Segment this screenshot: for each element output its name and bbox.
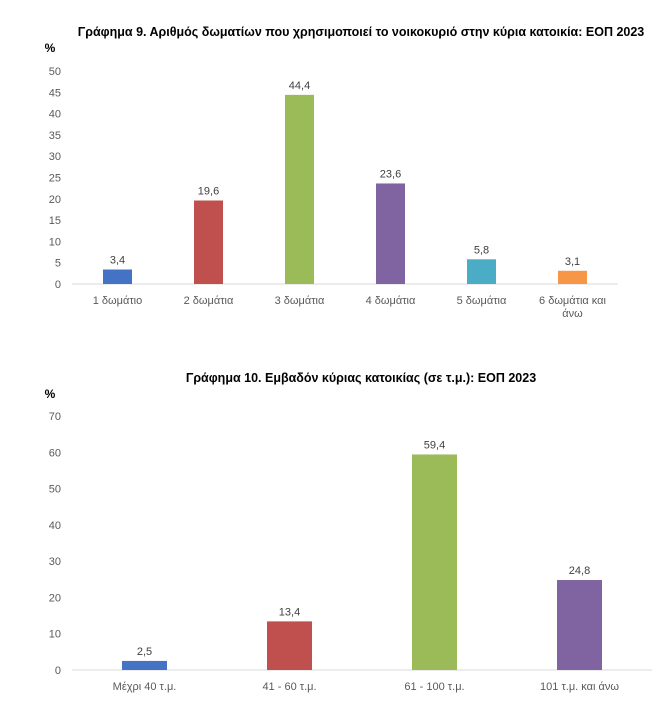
chart-0-data-label-3: 23,6 <box>380 168 401 180</box>
chart-1-bar-0 <box>122 660 167 670</box>
chart-0-ytick-5: 5 <box>55 258 61 270</box>
chart-0-bar-4 <box>467 259 496 284</box>
chart-1-data-label-2: 59,4 <box>424 439 445 451</box>
chart-0-data-label-4: 5,8 <box>474 244 489 256</box>
chart-1-ytick-30: 30 <box>49 556 61 568</box>
chart-1-bar-1 <box>267 621 312 670</box>
chart-0-ytick-35: 35 <box>49 130 61 142</box>
chart-0-data-label-5: 3,1 <box>565 256 580 268</box>
chart-0-data-label-2: 44,4 <box>289 80 310 92</box>
chart-0-bar-1 <box>194 200 223 284</box>
chart-0-bar-2 <box>285 94 314 284</box>
chart-1-ytick-70: 70 <box>49 411 61 423</box>
chart-10-title: Γράφημα 10. Εμβαδόν κύριας κατοικίας (σε… <box>186 371 536 385</box>
chart-0-category-label-5-line-0: 6 δωμάτια και <box>539 295 607 307</box>
chart-1-data-label-1: 13,4 <box>279 606 300 618</box>
chart-1-category-label-1: 41 - 60 τ.μ. <box>262 681 316 693</box>
chart-1-ytick-50: 50 <box>49 484 61 496</box>
chart-0-ytick-30: 30 <box>49 151 61 163</box>
chart-0-ytick-10: 10 <box>49 236 61 248</box>
chart-0-ytick-0: 0 <box>55 279 61 291</box>
chart-10: Γράφημα 10. Εμβαδόν κύριας κατοικίας (σε… <box>45 371 652 693</box>
chart-0-category-label-4: 5 δωμάτια <box>457 295 507 307</box>
chart-1-category-label-3: 101 τ.μ. και άνω <box>540 681 619 693</box>
chart-0-category-label-0: 1 δωμάτιο <box>93 295 143 307</box>
chart-1-bar-2 <box>412 454 457 670</box>
chart-9-title: Γράφημα 9. Αριθμός δωματίων που χρησιμοπ… <box>78 25 645 39</box>
chart-0-ytick-15: 15 <box>49 215 61 227</box>
chart-0-category-label-1: 2 δωμάτια <box>184 295 234 307</box>
chart-1-ytick-60: 60 <box>49 447 61 459</box>
chart-1-ytick-0: 0 <box>55 665 61 677</box>
chart-0-data-label-0: 3,4 <box>110 255 125 267</box>
chart-0-ytick-25: 25 <box>49 173 61 185</box>
chart-1-category-label-0: Μέχρι 40 τ.μ. <box>113 681 177 693</box>
chart-1-ytick-10: 10 <box>49 629 61 641</box>
chart-0-bar-0 <box>103 269 132 284</box>
chart-0-category-label-3: 4 δωμάτια <box>366 295 416 307</box>
chart-0-ytick-45: 45 <box>49 87 61 99</box>
chart-1-ytick-40: 40 <box>49 520 61 532</box>
chart-0-bar-3 <box>376 183 405 284</box>
chart-9: Γράφημα 9. Αριθμός δωματίων που χρησιμοπ… <box>45 25 645 320</box>
chart-10-ylabel: % <box>45 387 56 401</box>
chart-0-ytick-20: 20 <box>49 194 61 206</box>
chart-0-bar-5 <box>558 270 587 284</box>
chart-0-category-label-5-line-1: άνω <box>562 308 583 320</box>
chart-1-data-label-3: 24,8 <box>569 565 590 577</box>
chart-1-ytick-20: 20 <box>49 592 61 604</box>
chart-1-category-label-2: 61 - 100 τ.μ. <box>404 681 464 693</box>
chart-0-ytick-40: 40 <box>49 109 61 121</box>
chart-1-bar-3 <box>557 580 602 670</box>
chart-0-category-label-2: 3 δωμάτια <box>275 295 325 307</box>
chart-1-data-label-0: 2,5 <box>137 646 152 658</box>
chart-9-ylabel: % <box>45 41 56 55</box>
chart-0-ytick-50: 50 <box>49 66 61 78</box>
chart-0-data-label-1: 19,6 <box>198 186 219 198</box>
